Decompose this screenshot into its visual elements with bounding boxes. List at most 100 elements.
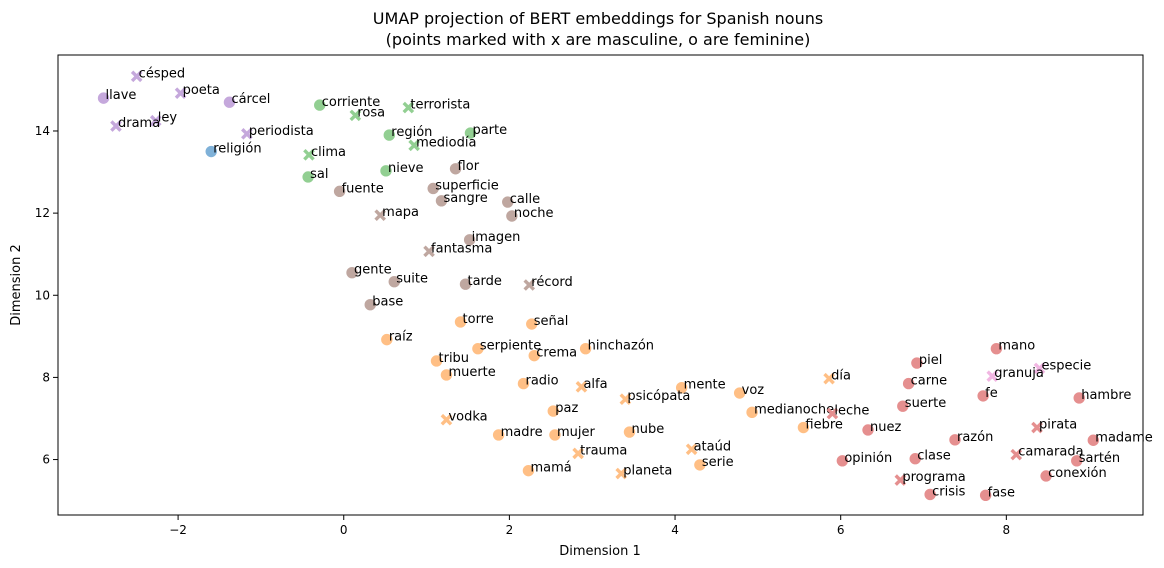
feminine-marker [491, 428, 506, 442]
point-mediodia: mediodía [408, 135, 476, 152]
y-tick-label: 8 [42, 370, 50, 384]
feminine-marker [471, 341, 485, 356]
feminine-marker [204, 144, 218, 159]
point-label: hambre [1081, 388, 1131, 403]
point-vodka: vodka [440, 410, 488, 426]
feminine-marker [908, 452, 922, 466]
point-hambre: hambre [1072, 388, 1131, 405]
feminine-marker [1072, 391, 1086, 405]
point-madame: madame [1086, 430, 1153, 447]
masculine-marker [174, 87, 187, 99]
feminine-marker [458, 277, 473, 291]
masculine-marker [349, 109, 362, 122]
feminine-marker [622, 425, 637, 439]
point-label: programa [902, 470, 965, 485]
point-sarten: sartén [1070, 451, 1120, 468]
point-label: sal [310, 167, 328, 182]
point-suite: suite [387, 272, 428, 289]
point-label: ataúd [694, 439, 732, 454]
point-label: razón [957, 430, 993, 445]
feminine-marker [546, 404, 560, 418]
point-muerte: muerte [439, 365, 496, 382]
point-label: medianoche [754, 402, 834, 417]
point-tarde: tarde [458, 274, 502, 291]
point-label: radio [525, 374, 558, 389]
point-label: nieve [388, 161, 424, 176]
masculine-marker [826, 407, 839, 420]
feminine-marker [1070, 454, 1084, 468]
point-label: terrorista [410, 98, 470, 113]
point-label: sangre [443, 191, 487, 206]
feminine-marker [521, 463, 536, 478]
feminine-marker [379, 164, 393, 178]
point-fase: fase [978, 485, 1015, 502]
point-mama: mamá [521, 461, 572, 478]
point-senal: señal [525, 314, 569, 331]
point-label: poeta [183, 83, 220, 98]
point-label: mamá [530, 461, 571, 476]
point-label: día [831, 369, 851, 384]
point-label: vodka [448, 410, 487, 425]
point-mano: mano [989, 339, 1035, 356]
point-label: superficie [435, 178, 499, 193]
point-label: césped [139, 66, 185, 81]
point-suerte: suerte [896, 396, 946, 413]
masculine-marker [1033, 362, 1046, 375]
point-label: noche [514, 206, 554, 221]
point-cesped: césped [130, 66, 185, 83]
y-tick-label: 14 [35, 124, 50, 138]
point-label: leche [834, 404, 869, 419]
y-axis-label: Dimension 2 [9, 244, 24, 326]
point-label: muerte [448, 365, 495, 380]
point-camarada: camarada [1010, 445, 1084, 461]
point-hinchazon: hinchazón [578, 339, 654, 356]
feminine-marker [923, 487, 937, 502]
point-label: corriente [322, 95, 381, 110]
point-label: flor [458, 159, 480, 174]
point-label: crema [536, 346, 577, 361]
point-label: imagen [472, 230, 521, 245]
point-madre: madre [491, 425, 543, 442]
point-nuez: nuez [861, 420, 901, 437]
point-pirata: pirata [1031, 418, 1077, 434]
point-label: religión [213, 142, 261, 157]
point-label: granuja [994, 366, 1044, 381]
point-label: clima [311, 145, 346, 160]
point-raiz: raíz [380, 330, 413, 347]
point-label: periodista [249, 124, 314, 139]
point-label: planeta [623, 464, 672, 479]
point-label: paz [555, 401, 578, 416]
point-label: señal [534, 314, 569, 329]
point-alfa: alfa [575, 377, 608, 393]
point-terrorista: terrorista [402, 98, 470, 114]
point-label: serpiente [480, 339, 541, 354]
point-paz: paz [546, 401, 579, 418]
y-tick-label: 6 [42, 453, 50, 467]
point-imagen: imagen [462, 230, 521, 247]
point-radio: radio [516, 374, 559, 391]
point-religion: religión [204, 142, 262, 159]
point-opinion: opinión [835, 451, 892, 468]
feminine-marker [380, 332, 394, 347]
point-label: especie [1041, 358, 1091, 373]
point-label: opinión [844, 451, 892, 466]
point-label: fase [988, 485, 1015, 500]
masculine-marker [619, 393, 632, 405]
point-planeta: planeta [615, 464, 672, 480]
point-label: camarada [1018, 445, 1083, 460]
point-gente: gente [345, 263, 392, 280]
masculine-marker [1010, 448, 1023, 461]
point-label: madame [1095, 430, 1153, 445]
feminine-marker [1086, 433, 1101, 447]
point-conexion: conexión [1039, 466, 1107, 483]
point-nube: nube [622, 422, 664, 439]
masculine-marker [986, 370, 999, 382]
x-tick-label: 8 [1003, 523, 1011, 537]
point-parte: parte [463, 123, 507, 140]
point-carne: carne [901, 374, 947, 391]
point-label: psicópata [627, 389, 690, 404]
point-base: base [363, 295, 403, 312]
point-label: torre [463, 312, 494, 327]
x-tick-label: 2 [506, 523, 514, 537]
x-tick-label: 4 [671, 523, 679, 537]
